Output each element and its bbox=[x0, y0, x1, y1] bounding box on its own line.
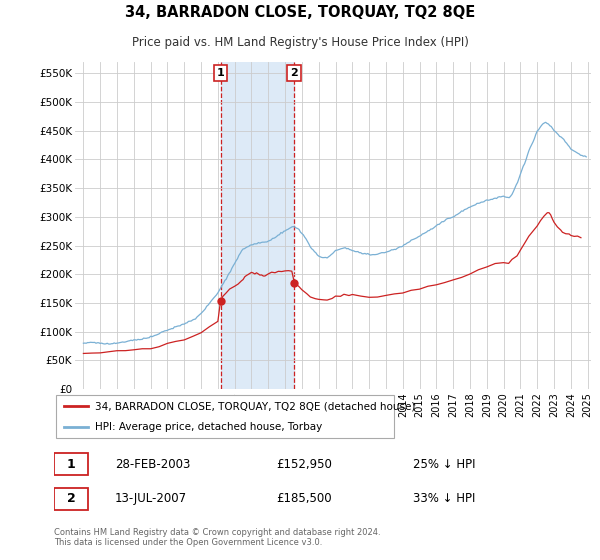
Text: 13-JUL-2007: 13-JUL-2007 bbox=[115, 492, 187, 505]
Bar bbox=[221, 62, 294, 389]
Text: 34, BARRADON CLOSE, TORQUAY, TQ2 8QE (detached house): 34, BARRADON CLOSE, TORQUAY, TQ2 8QE (de… bbox=[95, 401, 415, 411]
Text: Contains HM Land Registry data © Crown copyright and database right 2024.
This d: Contains HM Land Registry data © Crown c… bbox=[54, 528, 380, 547]
Text: HPI: Average price, detached house, Torbay: HPI: Average price, detached house, Torb… bbox=[95, 422, 322, 432]
Text: Price paid vs. HM Land Registry's House Price Index (HPI): Price paid vs. HM Land Registry's House … bbox=[131, 36, 469, 49]
Text: 1: 1 bbox=[217, 68, 224, 78]
FancyBboxPatch shape bbox=[56, 395, 394, 438]
Text: 33% ↓ HPI: 33% ↓ HPI bbox=[413, 492, 475, 505]
Text: 28-FEB-2003: 28-FEB-2003 bbox=[115, 458, 190, 471]
FancyBboxPatch shape bbox=[54, 488, 88, 510]
Text: 34, BARRADON CLOSE, TORQUAY, TQ2 8QE: 34, BARRADON CLOSE, TORQUAY, TQ2 8QE bbox=[125, 6, 475, 20]
Text: £152,950: £152,950 bbox=[276, 458, 332, 471]
Text: 2: 2 bbox=[67, 492, 75, 505]
Text: 2: 2 bbox=[290, 68, 298, 78]
Text: £185,500: £185,500 bbox=[276, 492, 331, 505]
FancyBboxPatch shape bbox=[54, 454, 88, 475]
Text: 1: 1 bbox=[67, 458, 75, 471]
Text: 25% ↓ HPI: 25% ↓ HPI bbox=[413, 458, 476, 471]
